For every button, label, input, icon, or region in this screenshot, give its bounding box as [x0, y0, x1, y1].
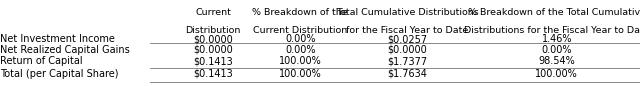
Text: Return of Capital: Return of Capital	[0, 56, 83, 66]
Text: Net Investment Income: Net Investment Income	[0, 34, 115, 44]
Text: 100.00%: 100.00%	[279, 56, 321, 66]
Text: 0.00%: 0.00%	[285, 45, 316, 55]
Text: 100.00%: 100.00%	[536, 69, 578, 79]
Text: $1.7377: $1.7377	[387, 56, 427, 66]
Text: 0.00%: 0.00%	[541, 45, 572, 55]
Text: for the Fiscal Year to Date: for the Fiscal Year to Date	[346, 26, 468, 35]
Text: $0.1413: $0.1413	[193, 69, 233, 79]
Text: Distributions for the Fiscal Year to Date: Distributions for the Fiscal Year to Dat…	[464, 26, 640, 35]
Text: Total Cumulative Distributions: Total Cumulative Distributions	[335, 8, 479, 17]
Text: 100.00%: 100.00%	[279, 69, 321, 79]
Text: Net Realized Capital Gains: Net Realized Capital Gains	[0, 45, 130, 55]
Text: Total (per Capital Share): Total (per Capital Share)	[0, 69, 118, 79]
Text: $0.0000: $0.0000	[193, 45, 233, 55]
Text: $0.1413: $0.1413	[193, 56, 233, 66]
Text: $0.0000: $0.0000	[387, 45, 427, 55]
Text: 98.54%: 98.54%	[538, 56, 575, 66]
Text: 0.00%: 0.00%	[285, 34, 316, 44]
Text: $1.7634: $1.7634	[387, 69, 427, 79]
Text: 1.46%: 1.46%	[541, 34, 572, 44]
Text: % Breakdown of the Total Cumulative: % Breakdown of the Total Cumulative	[468, 8, 640, 17]
Text: Current Distribution: Current Distribution	[253, 26, 348, 35]
Text: Distribution: Distribution	[186, 26, 241, 35]
Text: $0.0000: $0.0000	[193, 34, 233, 44]
Text: Current: Current	[195, 8, 231, 17]
Text: % Breakdown of the: % Breakdown of the	[252, 8, 348, 17]
Text: $0.0257: $0.0257	[387, 34, 427, 44]
